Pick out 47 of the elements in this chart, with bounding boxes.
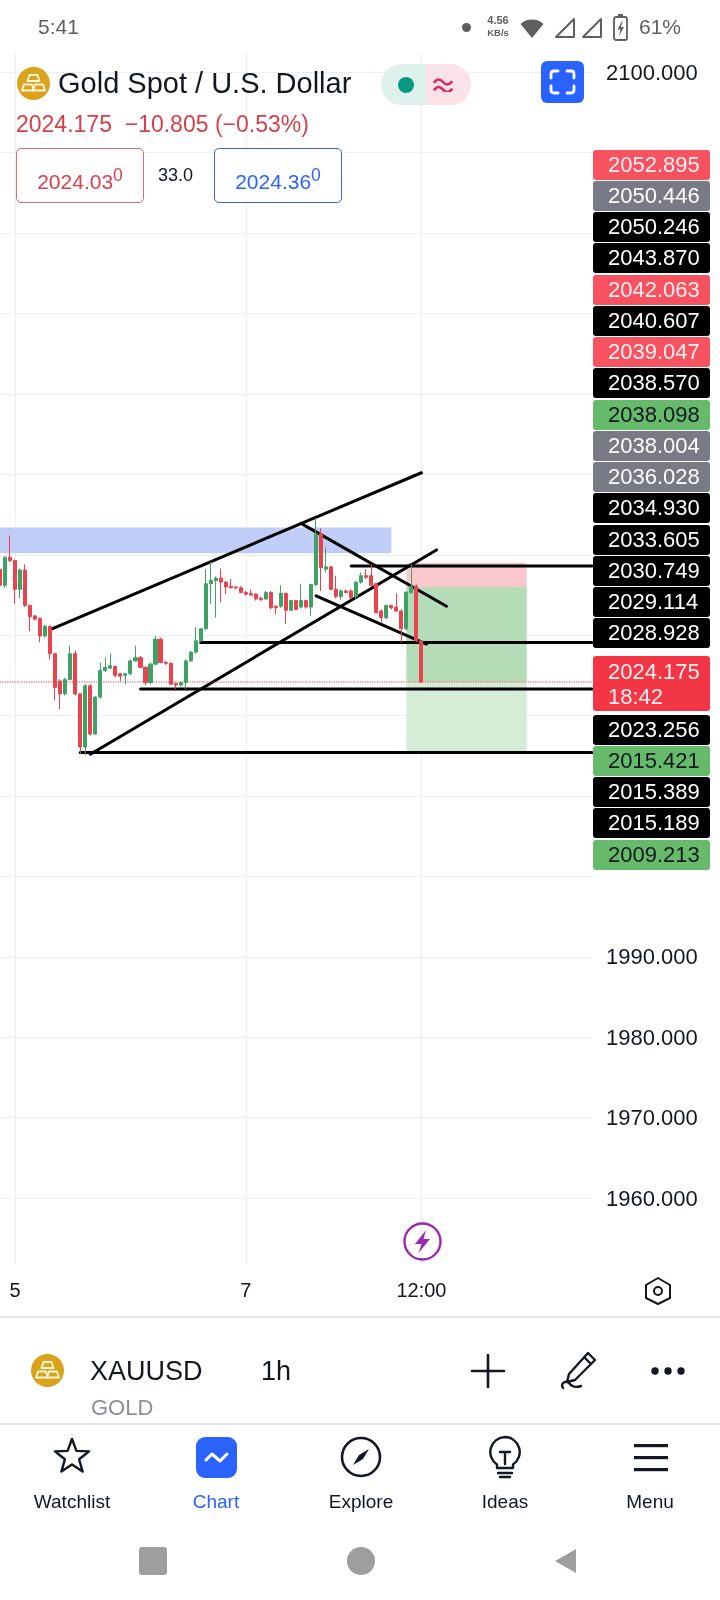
price-tag: 2038.004	[593, 430, 710, 461]
text: KB/s	[486, 26, 510, 38]
price-tag: 2050.246	[593, 212, 710, 242]
text: 5:41	[38, 15, 79, 39]
annotation: 33.0	[158, 164, 194, 186]
x-tick-label: 5	[9, 1279, 21, 1301]
text: XAUUSD	[90, 1355, 203, 1387]
text: Menu	[625, 1491, 675, 1513]
price-tag: 2052.895	[593, 149, 710, 180]
text: 4.56	[486, 14, 510, 27]
price-tag: 2029.114	[593, 587, 710, 617]
text: 1h	[261, 1355, 292, 1387]
text: 61%	[639, 15, 682, 39]
y-tick-label: 1990.000	[606, 944, 698, 970]
price-tag: 2040.607	[593, 305, 710, 336]
y-tick-label: 1970.000	[606, 1105, 698, 1131]
text: Watchlist	[32, 1491, 112, 1513]
price-tag: 2033.605	[593, 524, 710, 555]
price-tag: 2034.930	[593, 493, 710, 524]
text: Chart	[191, 1491, 241, 1513]
price-tag: 2015.421	[593, 745, 710, 776]
x-tick-label: 7	[240, 1279, 252, 1301]
price-tag: 2050.446	[593, 180, 710, 211]
x-tick-label: 12:00	[396, 1279, 447, 1301]
price-tag: 2042.063	[593, 274, 710, 305]
price-tag: 2024.175 18:42	[593, 655, 710, 711]
y-tick-label: 2100.000	[606, 59, 698, 85]
text: Ideas	[480, 1491, 530, 1513]
price-tag: 2009.213	[593, 839, 710, 870]
price-tag: 2039.047	[593, 337, 710, 367]
price-tag: 2030.749	[593, 555, 710, 586]
price-box: 2024.03$^{0}$	[16, 148, 144, 203]
text: Gold Spot / U.S. Dollar	[58, 66, 352, 100]
price-tag: 2043.870	[593, 243, 710, 274]
price-tag: 2023.256	[593, 714, 710, 745]
price-tag: 2038.570	[593, 368, 710, 399]
y-tick-label: 1960.000	[606, 1185, 698, 1211]
price-tag: 2028.928	[593, 618, 710, 649]
text: Explore	[327, 1491, 395, 1513]
price-tag: 2038.098	[593, 399, 710, 430]
price-tag: 2015.389	[593, 777, 710, 807]
price-box: 2024.36$^{0}$	[214, 148, 342, 203]
text: GOLD	[91, 1395, 154, 1420]
y-tick-label: 1980.000	[606, 1024, 698, 1050]
text: 2024.175 −10.805 (−0.53%)	[16, 111, 309, 138]
price-tag: 2036.028	[593, 462, 710, 492]
price-tag: 2015.189	[593, 808, 710, 839]
